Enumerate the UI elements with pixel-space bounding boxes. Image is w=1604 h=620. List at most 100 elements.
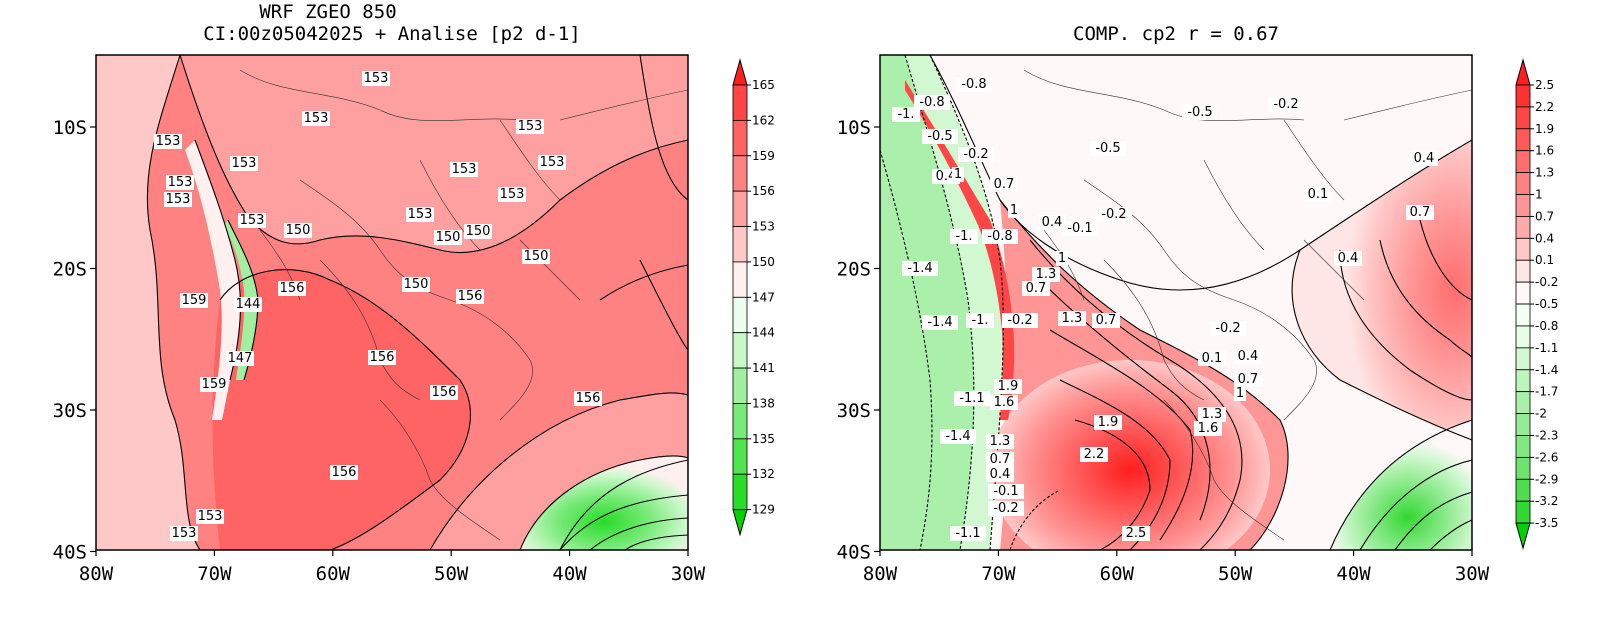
right-colorbar-label: -3.5: [1535, 516, 1558, 530]
left-contour-label-bg: [166, 175, 194, 190]
right-colorbar-segment: [1515, 194, 1531, 217]
right-x-tick-label: 30W: [1455, 563, 1490, 585]
right-contour-label: -0.5: [1187, 105, 1212, 120]
right-colorbar-label: -0.2: [1535, 275, 1558, 289]
left-colorbar-segment: [732, 119, 748, 157]
right-contour-label: 0.7: [1410, 205, 1431, 220]
left-contour-label-bg: [234, 297, 262, 312]
left-contour-label-bg: [522, 249, 550, 264]
right-contour-label: 0.4: [1042, 215, 1063, 230]
left-colorbar-bottom-arrow: [732, 509, 748, 537]
right-colorbar-segment: [1515, 369, 1531, 393]
left-region-andes-green: [224, 220, 258, 380]
left-contour-label-bg: [278, 281, 306, 296]
left-y-tick-label: 20S: [53, 259, 87, 281]
right-contour-label: -1.1: [959, 391, 984, 406]
left-y-axis: 10S 20S 30S 40S: [53, 117, 96, 564]
right-contour-label: 0.7: [990, 452, 1011, 467]
right-contour-label: 0.7: [994, 177, 1015, 192]
left-contour-label-bg: [430, 385, 458, 400]
right-contour-label: -0.1: [1067, 221, 1092, 236]
left-contour-label: 153: [452, 162, 477, 177]
right-y-axis: 10S 20S 30S 40S: [837, 117, 880, 564]
right-x-tick-label: 50W: [1218, 563, 1253, 585]
right-contour-label: -0.8: [961, 77, 986, 92]
left-contour-label: 156: [458, 289, 483, 304]
right-colorbar-segment: [1515, 391, 1531, 414]
right-contour-label-bg: [1090, 141, 1126, 156]
left-contour-label: 156: [576, 391, 601, 406]
right-colorbar-label: -2.9: [1535, 472, 1558, 486]
left-contour-label-bg: [180, 293, 208, 308]
right-contour-label-bg: [1080, 447, 1108, 462]
left-contour-label-bg: [406, 207, 434, 222]
right-contour-label: -1.: [897, 107, 914, 122]
right-colorbar: 2.5 2.2 1.9 1.6 1.3 1 0.7 0.4 0.1 -0.2 -0.5 -0.8 -1.…: [1515, 58, 1558, 550]
left-contour-label-bg: [170, 526, 198, 541]
left-region-low-southeast: [520, 455, 688, 550]
left-colorbar-segment: [732, 332, 748, 369]
right-colorbar-label: 0.4: [1535, 231, 1554, 245]
left-contour-label: 153: [172, 526, 197, 541]
right-contour-labels: -0.8-0.8-1.-0.5-0.20.410.710.4 -0.1-0.2-1…: [892, 77, 1438, 541]
right-colorbar-label: 2.2: [1535, 100, 1554, 114]
right-contour-label-bg: [940, 429, 976, 444]
right-contour-label: 0.4: [1338, 251, 1359, 266]
right-contour-label-bg: [922, 129, 958, 144]
right-colorbar-segment: [1515, 216, 1531, 239]
right-contour-label: -0.8: [987, 229, 1012, 244]
right-contour-label-bg: [1002, 313, 1038, 328]
left-contour-label: 159: [182, 293, 207, 308]
right-contour-label-bg: [1268, 97, 1304, 112]
left-contour-label: 153: [364, 71, 389, 86]
right-contour-label-bg: [950, 526, 986, 541]
right-contour-label-bg: [1058, 311, 1086, 326]
right-contour-label-bg: [1234, 349, 1262, 364]
right-colorbar-label: -1.7: [1535, 385, 1558, 399]
left-contour-label: 153: [500, 187, 525, 202]
right-contour-label-bg: [1092, 313, 1120, 328]
left-colorbar-label: 138: [752, 396, 775, 410]
right-contour-label-bg: [988, 501, 1024, 516]
right-contour-label-bg: [990, 177, 1018, 192]
left-x-tick-label: 50W: [434, 563, 469, 585]
right-x-tick-label: 40W: [1336, 563, 1371, 585]
left-contour-label-bg: [456, 289, 484, 304]
left-region-153-north: [180, 55, 688, 253]
left-contour-label: 150: [436, 230, 461, 245]
right-contour-label-bg: [958, 147, 994, 162]
left-title-line1: WRF ZGEO 850: [259, 1, 396, 23]
right-contour-label: 1.9: [998, 379, 1019, 394]
right-region-negative-andes: [880, 55, 974, 550]
right-contour-label-bg: [1410, 151, 1438, 166]
right-contour-label: -1.4: [907, 261, 932, 276]
left-contour-label-bg: [368, 350, 396, 365]
right-contour-label: 0.1: [1308, 187, 1329, 202]
right-contour-label-bg: [990, 395, 1018, 410]
right-colorbar-label: -2: [1535, 407, 1547, 421]
right-contour-label: 0.4: [1238, 349, 1259, 364]
left-colorbar-label: 135: [752, 432, 775, 446]
right-contour-label: -1.: [971, 313, 988, 328]
left-contour-label: 150: [524, 249, 549, 264]
left-contour-label: 153: [168, 175, 193, 190]
left-colorbar-segment: [732, 261, 748, 298]
left-x-tick-label: 80W: [79, 563, 114, 585]
right-contour-label: -0.2: [1007, 313, 1032, 328]
right-x-tick-label: 80W: [863, 563, 898, 585]
right-contour-label-bg: [1062, 221, 1098, 236]
right-colorbar-label: -3.2: [1535, 494, 1558, 508]
right-contour-label: 0.1: [1202, 351, 1223, 366]
right-colorbar-segment: [1515, 237, 1531, 261]
right-colorbar-bottom-arrow: [1515, 522, 1531, 550]
left-contour-label: 156: [370, 350, 395, 365]
left-colorbar-segment: [732, 190, 748, 227]
right-contour-label-bg: [1198, 407, 1226, 422]
left-contour-label-bg: [434, 230, 462, 245]
right-contour-label: 0.4: [990, 467, 1011, 482]
right-x-tick-label: 60W: [1100, 563, 1135, 585]
left-contour-label-bg: [516, 119, 544, 134]
right-contour-label: 1.3: [1062, 311, 1083, 326]
left-contour-label: 159: [202, 377, 227, 392]
